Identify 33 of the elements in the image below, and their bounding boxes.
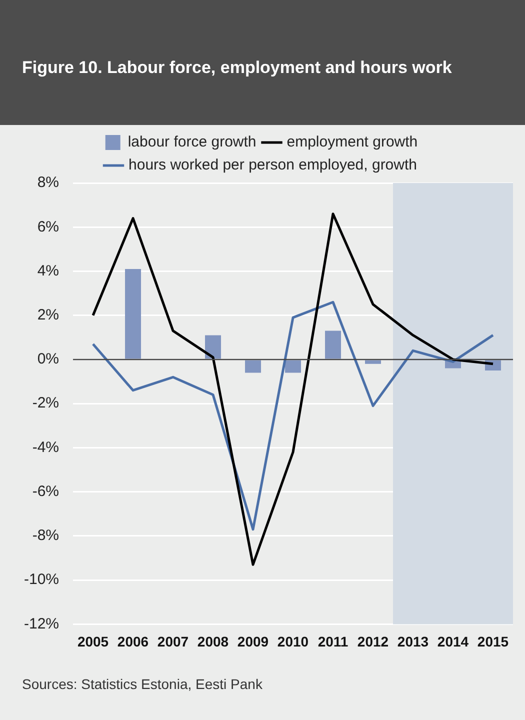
x-tick-label: 2008 [197, 633, 229, 650]
x-tick-label: 2010 [277, 633, 309, 650]
legend-label: hours worked per person employed, growth [128, 156, 418, 174]
x-tick-label: 2012 [357, 633, 389, 650]
x-tick-label: 2011 [318, 633, 348, 650]
bar [365, 360, 382, 364]
y-tick-label: 4% [37, 262, 60, 280]
y-tick-label: 6% [37, 218, 60, 236]
y-tick-label: -4% [32, 438, 60, 456]
x-tick-label: 2009 [237, 633, 269, 650]
legend-label: labour force growth [128, 134, 256, 151]
chart-title: Figure 10. Labour force, employment and hours work [22, 58, 452, 78]
x-tick-label: 2007 [157, 633, 189, 650]
y-tick-label: -8% [32, 527, 60, 544]
y-tick-label: -2% [32, 394, 60, 412]
bar [285, 360, 302, 373]
x-tick-label: 2015 [477, 633, 509, 650]
source-note: Sources: Statistics Estonia, Eesti Pank [22, 676, 262, 692]
x-tick-label: 2006 [117, 633, 149, 650]
bar [325, 330, 342, 359]
bar [245, 360, 262, 373]
bar [205, 335, 222, 359]
y-tick-label: 2% [37, 306, 60, 324]
x-tick-label: 2013 [397, 633, 429, 650]
legend-label: employment growth [286, 134, 418, 151]
y-tick-label: -6% [32, 482, 60, 500]
bar [125, 269, 142, 359]
y-tick-label: -12% [24, 615, 60, 632]
x-tick-label: 2005 [77, 633, 109, 650]
y-tick-label: 8% [37, 174, 60, 192]
x-tick-label: 2014 [437, 633, 469, 650]
y-tick-label: 0% [37, 350, 60, 368]
y-tick-label: -10% [24, 571, 60, 588]
